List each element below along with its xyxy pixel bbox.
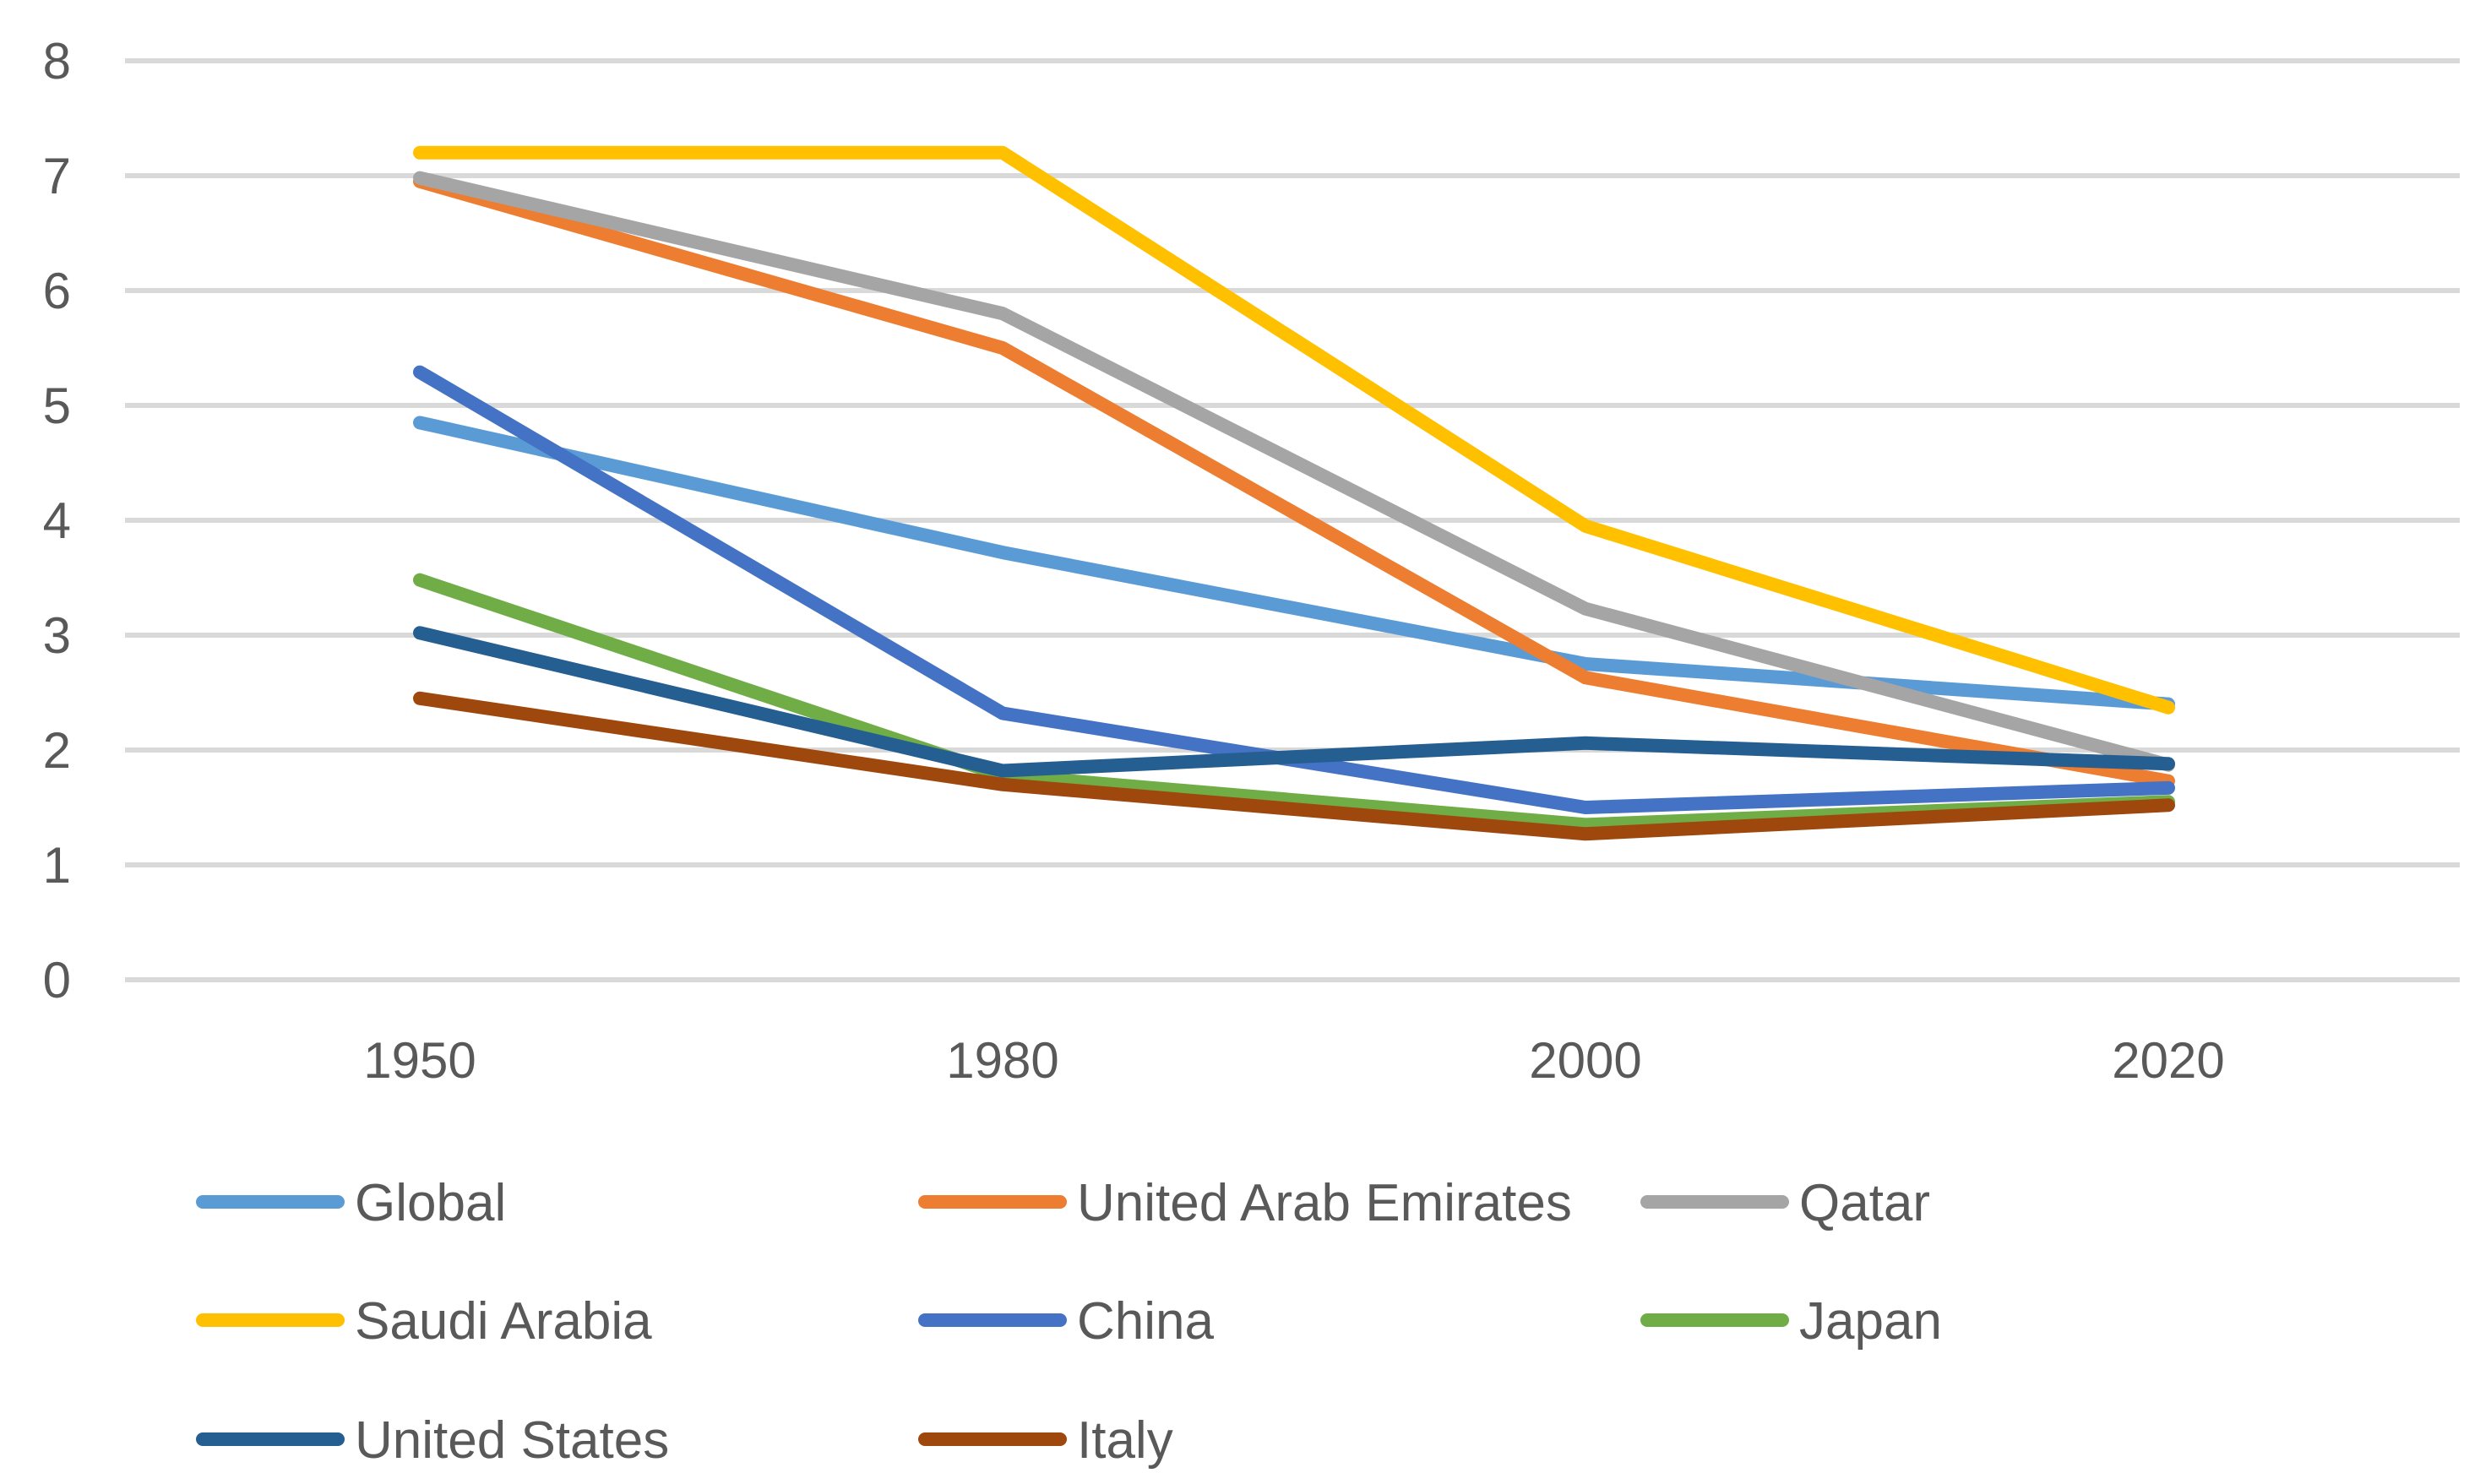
series-line-qatar <box>413 171 2175 772</box>
gridlines <box>125 58 2460 982</box>
legend-label: United States <box>355 1411 669 1470</box>
y-tick-label: 4 <box>43 492 71 549</box>
y-tick-label: 8 <box>43 33 71 90</box>
x-tick-label: 2000 <box>1529 1032 1641 1089</box>
legend-item-italy: Italy <box>918 1411 1173 1470</box>
legend-label: Global <box>355 1174 506 1232</box>
x-tick-label: 1980 <box>946 1032 1058 1089</box>
y-tick-label: 3 <box>43 607 71 664</box>
y-tick-label: 0 <box>43 952 71 1008</box>
y-tick-label: 5 <box>43 378 71 434</box>
legend-label: United Arab Emirates <box>1077 1174 1572 1232</box>
legend-item-saudi-arabia: Saudi Arabia <box>196 1292 652 1351</box>
series-line-italy <box>413 691 2175 841</box>
x-tick-label: 1950 <box>363 1032 476 1089</box>
legend-label: Qatar <box>1799 1174 1930 1232</box>
legend-label: Italy <box>1077 1411 1173 1470</box>
series-line-united-arab-emirates <box>413 174 2175 788</box>
legend-item-japan: Japan <box>1640 1292 1942 1351</box>
legend-label: Japan <box>1799 1292 1942 1351</box>
y-tick-label: 2 <box>43 722 71 779</box>
x-tick-label: 2020 <box>2112 1032 2224 1089</box>
y-tick-label: 6 <box>43 263 71 319</box>
legend-item-united-states: United States <box>196 1411 669 1470</box>
y-tick-label: 1 <box>43 837 71 894</box>
legend-label: Saudi Arabia <box>355 1292 652 1351</box>
y-axis-tick-labels: 0 1 2 3 4 5 6 7 8 <box>43 33 71 1008</box>
series-line-saudi-arabia <box>413 145 2175 715</box>
series-lines <box>413 145 2175 841</box>
series-line-japan <box>413 573 2175 832</box>
legend-item-global: Global <box>196 1174 506 1232</box>
legend-item-united-arab-emirates: United Arab Emirates <box>918 1174 1572 1232</box>
legend-label: China <box>1077 1292 1215 1351</box>
x-axis-tick-labels: 1950 1980 2000 2020 <box>363 1032 2224 1089</box>
y-tick-label: 7 <box>43 148 71 204</box>
legend-item-qatar: Qatar <box>1640 1174 1930 1232</box>
series-line-united-states <box>413 626 2175 778</box>
legend-item-china: China <box>918 1292 1215 1351</box>
legend: Global United Arab Emirates Qatar Saudi Ara… <box>196 1174 1942 1470</box>
